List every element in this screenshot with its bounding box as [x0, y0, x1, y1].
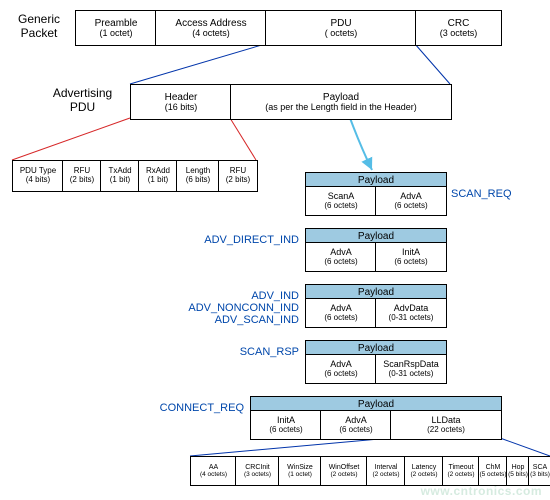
advertising-pdu-label: Advertising PDU: [40, 86, 125, 114]
payload-label-4: CONNECT_REQ: [0, 402, 244, 414]
lldata-field-2: WinSize(1 octet): [278, 456, 322, 486]
payload-cell-0-0: ScanA(6 octets): [305, 186, 377, 216]
payload-cell-1-0: AdvA(6 octets): [305, 242, 377, 272]
lldata-field-3: WinOffset(2 octets): [320, 456, 368, 486]
payload-cell-3-1: ScanRspData(0-31 octets): [375, 354, 447, 384]
generic-cell-2: PDU( octets): [265, 10, 417, 46]
watermark: www.cntronics.com: [421, 484, 542, 498]
header-field-1: RFU(2 bits): [62, 160, 102, 192]
header-field-0: PDU Type(4 bits): [12, 160, 64, 192]
payload-label-3: SCAN_RSP: [0, 346, 299, 358]
header-field-4: Length(6 bits): [176, 160, 220, 192]
lldata-field-8: Hop(5 bits): [506, 456, 530, 486]
header-field-5: RFU(2 bits): [218, 160, 258, 192]
payload-cell-4-1: AdvA(6 octets): [320, 410, 392, 440]
lldata-field-7: ChM(5 octets): [478, 456, 508, 486]
lldata-field-9: SCA(3 bits): [528, 456, 550, 486]
payload-cell-3-0: AdvA(6 octets): [305, 354, 377, 384]
generic-cell-3: CRC(3 octets): [415, 10, 502, 46]
generic-cell-1: Access Address(4 octets): [155, 10, 267, 46]
payload-cell-4-2: LLData(22 octets): [390, 410, 502, 440]
lldata-field-0: AA(4 octets): [190, 456, 237, 486]
payload-cell-2-0: AdvA(6 octets): [305, 298, 377, 328]
advpdu-cell-1: Payload(as per the Length field in the H…: [230, 84, 452, 120]
lldata-field-6: Timeout(2 octets): [442, 456, 480, 486]
payload-label-0: SCAN_REQ: [451, 188, 512, 200]
payload-cell-4-0: InitA(6 octets): [250, 410, 322, 440]
payload-cell-0-1: AdvA(6 octets): [375, 186, 447, 216]
generic-cell-0: Preamble(1 octet): [75, 10, 157, 46]
payload-cell-1-1: InitA(6 octets): [375, 242, 447, 272]
lldata-field-1: CRCInit(3 octets): [235, 456, 280, 486]
header-field-2: TxAdd(1 bit): [100, 160, 140, 192]
advpdu-cell-0: Header(16 bits): [130, 84, 232, 120]
generic-packet-label: Generic Packet: [8, 12, 70, 40]
payload-label-1: ADV_DIRECT_IND: [0, 234, 299, 246]
payload-cell-2-1: AdvData(0-31 octets): [375, 298, 447, 328]
payload-label-2: ADV_IND ADV_NONCONN_IND ADV_SCAN_IND: [0, 290, 299, 326]
lldata-field-4: Interval(2 octets): [366, 456, 406, 486]
header-field-3: RxAdd(1 bit): [138, 160, 178, 192]
lldata-field-5: Latency(2 octets): [404, 456, 444, 486]
